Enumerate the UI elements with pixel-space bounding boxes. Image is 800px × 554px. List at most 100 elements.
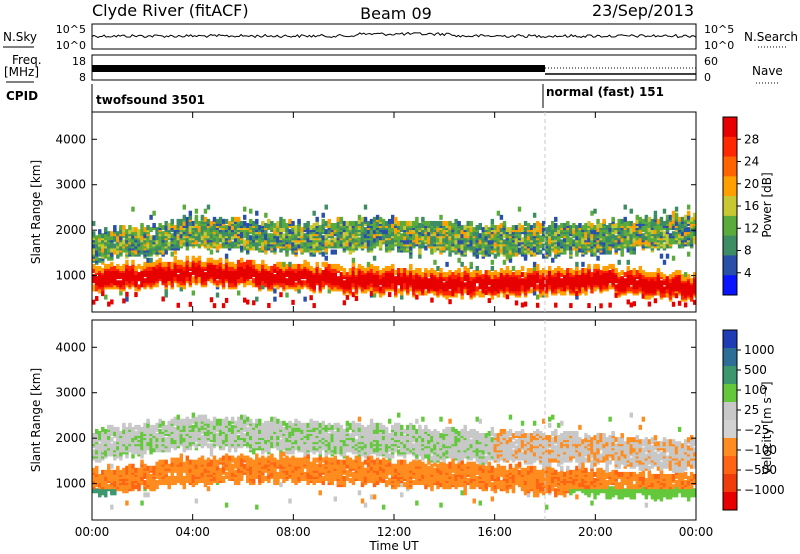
heatmap-cell	[285, 223, 289, 228]
heatmap-cell	[545, 227, 549, 233]
heatmap-cell	[493, 270, 498, 276]
heatmap-cell	[137, 229, 141, 235]
heatmap-cell	[185, 245, 190, 251]
heatmap-cell	[249, 235, 253, 241]
heatmap-cell	[203, 272, 208, 278]
heatmap-cell	[261, 263, 265, 269]
heatmap-cell	[590, 223, 594, 228]
heatmap-cell	[185, 237, 190, 243]
heatmap-cell	[605, 265, 609, 271]
heatmap-cell	[336, 216, 341, 222]
heatmap-cell	[357, 263, 362, 269]
heatmap-cell	[221, 237, 226, 243]
heatmap-cell	[158, 272, 162, 278]
heatmap-cell	[188, 280, 193, 286]
heatmap-cell	[95, 428, 99, 434]
heatmap-cell	[164, 292, 168, 298]
heatmap-cell	[116, 253, 120, 259]
heatmap-cell	[569, 303, 573, 309]
heatmap-cell	[252, 268, 256, 273]
heatmap-cell	[191, 255, 196, 261]
heatmap-cell	[276, 261, 280, 267]
heatmap-cell	[119, 431, 123, 436]
heatmap-cell	[478, 270, 482, 276]
heatmap-cell	[209, 297, 214, 303]
heatmap-cell	[478, 233, 482, 239]
heatmap-cell	[158, 261, 162, 267]
heatmap-cell	[224, 297, 229, 303]
heatmap-cell	[140, 243, 144, 249]
heatmap-cell	[415, 294, 419, 300]
heatmap-cell	[176, 263, 180, 269]
heatmap-cell	[662, 231, 667, 237]
heatmap-cell	[107, 231, 111, 237]
heatmap-cell	[487, 298, 492, 304]
heatmap-cell	[206, 268, 211, 273]
heatmap-cell	[215, 280, 220, 286]
heatmap-cell	[218, 257, 223, 263]
heatmap-cell	[668, 233, 673, 239]
heatmap-cell	[339, 265, 344, 271]
heatmap-cell	[551, 270, 555, 276]
heatmap-cell	[119, 245, 123, 251]
heatmap-cell	[291, 299, 295, 305]
heatmap-cell	[680, 216, 685, 222]
heatmap-cell	[270, 220, 274, 226]
heatmap-cell	[554, 302, 558, 308]
heatmap-cell	[267, 265, 271, 271]
heatmap-cell	[125, 233, 129, 239]
heatmap-cell	[303, 280, 307, 286]
heatmap-cell	[415, 216, 419, 222]
heatmap-cell	[342, 280, 347, 286]
heatmap-cell	[448, 290, 452, 296]
heatmap-cell	[686, 251, 691, 257]
heatmap-cell	[236, 290, 241, 296]
heatmap-cell	[230, 235, 235, 241]
heatmap-cell	[155, 235, 159, 241]
heatmap-cell	[146, 225, 150, 231]
heatmap-cell	[110, 276, 114, 282]
freq-left-tick-top: 18	[72, 55, 86, 68]
heatmap-cell	[128, 463, 132, 469]
heatmap-cell	[653, 272, 658, 278]
heatmap-cell	[249, 259, 253, 265]
heatmap-cell	[92, 263, 96, 269]
heatmap-cell	[206, 218, 211, 224]
heatmap-cell	[282, 218, 286, 224]
heatmap-cell	[632, 301, 636, 307]
heatmap-cell	[412, 270, 416, 276]
heatmap-cell	[140, 270, 144, 276]
heatmap-cell	[158, 223, 162, 228]
heatmap-cell	[369, 291, 374, 297]
heatmap-cell	[511, 272, 516, 278]
heatmap-cell	[128, 265, 132, 271]
heatmap-cell	[203, 261, 208, 267]
heatmap-cell	[230, 225, 235, 231]
heatmap-cell	[336, 276, 341, 282]
heatmap-cell	[333, 223, 338, 228]
heatmap-cell	[409, 263, 413, 269]
heatmap-cell	[128, 422, 132, 428]
heatmap-cell	[671, 210, 676, 216]
heatmap-cell	[161, 241, 165, 247]
heatmap-cell	[499, 214, 504, 220]
heatmap-cell	[357, 237, 362, 243]
heatmap-cell	[182, 214, 187, 220]
heatmap-cell	[179, 268, 183, 273]
heatmap-cell	[212, 268, 217, 273]
heatmap-cell	[629, 270, 633, 276]
heatmap-cell	[155, 480, 159, 486]
noise-left-tick-top: 10^5	[56, 23, 86, 36]
heatmap-cell	[143, 227, 147, 233]
heatmap-cell	[170, 276, 174, 282]
heatmap-cell	[623, 278, 627, 284]
heatmap-cell	[686, 210, 691, 216]
heatmap-cell	[273, 223, 277, 228]
heatmap-cell	[143, 282, 147, 288]
heatmap-cell	[224, 263, 229, 269]
heatmap-cell	[230, 241, 235, 247]
heatmap-cell	[215, 263, 220, 269]
heatmap-cell	[203, 216, 208, 222]
heatmap-cell	[312, 268, 316, 273]
heatmap-cell	[294, 282, 298, 288]
